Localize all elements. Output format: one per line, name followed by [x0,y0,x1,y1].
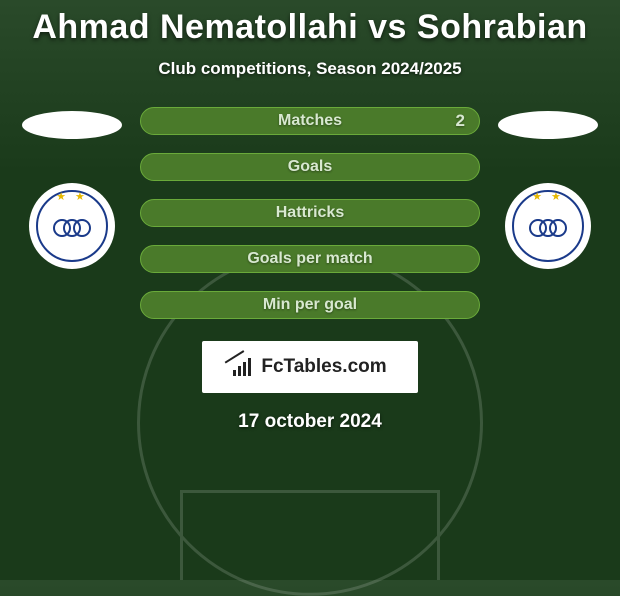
player-left-club-badge: ★ ★ [29,183,115,269]
page-title: Ahmad Nematollahi vs Sohrabian [0,8,620,47]
stat-bar-hattricks: Hattricks [140,199,480,227]
stat-bars: Matches 2 Goals Hattricks Goals per matc… [140,107,480,319]
player-right-silhouette [498,111,598,139]
chart-icon [233,358,255,376]
stat-label: Min per goal [263,296,357,314]
badge-rings-icon [529,219,567,239]
date-text: 17 october 2024 [0,411,620,433]
stat-value: 2 [456,111,465,131]
stat-bar-goals-per-match: Goals per match [140,245,480,273]
stat-bar-min-per-goal: Min per goal [140,291,480,319]
stat-bar-matches: Matches 2 [140,107,480,135]
stat-label: Goals [288,158,332,176]
badge-rings-icon [53,219,91,239]
player-right-club-badge: ★ ★ [505,183,591,269]
stat-label: Goals per match [247,250,372,268]
subtitle: Club competitions, Season 2024/2025 [0,59,620,79]
stat-label: Hattricks [276,204,344,222]
comparison-row: ★ ★ Matches 2 Goals Hattricks [0,107,620,319]
brand-watermark: FcTables.com [202,341,418,393]
stat-bar-goals: Goals [140,153,480,181]
stat-label: Matches [278,112,342,130]
player-right: ★ ★ [498,107,598,269]
player-left: ★ ★ [22,107,122,269]
infographic-content: Ahmad Nematollahi vs Sohrabian Club comp… [0,0,620,433]
brand-text: FcTables.com [261,356,386,378]
player-left-silhouette [22,111,122,139]
